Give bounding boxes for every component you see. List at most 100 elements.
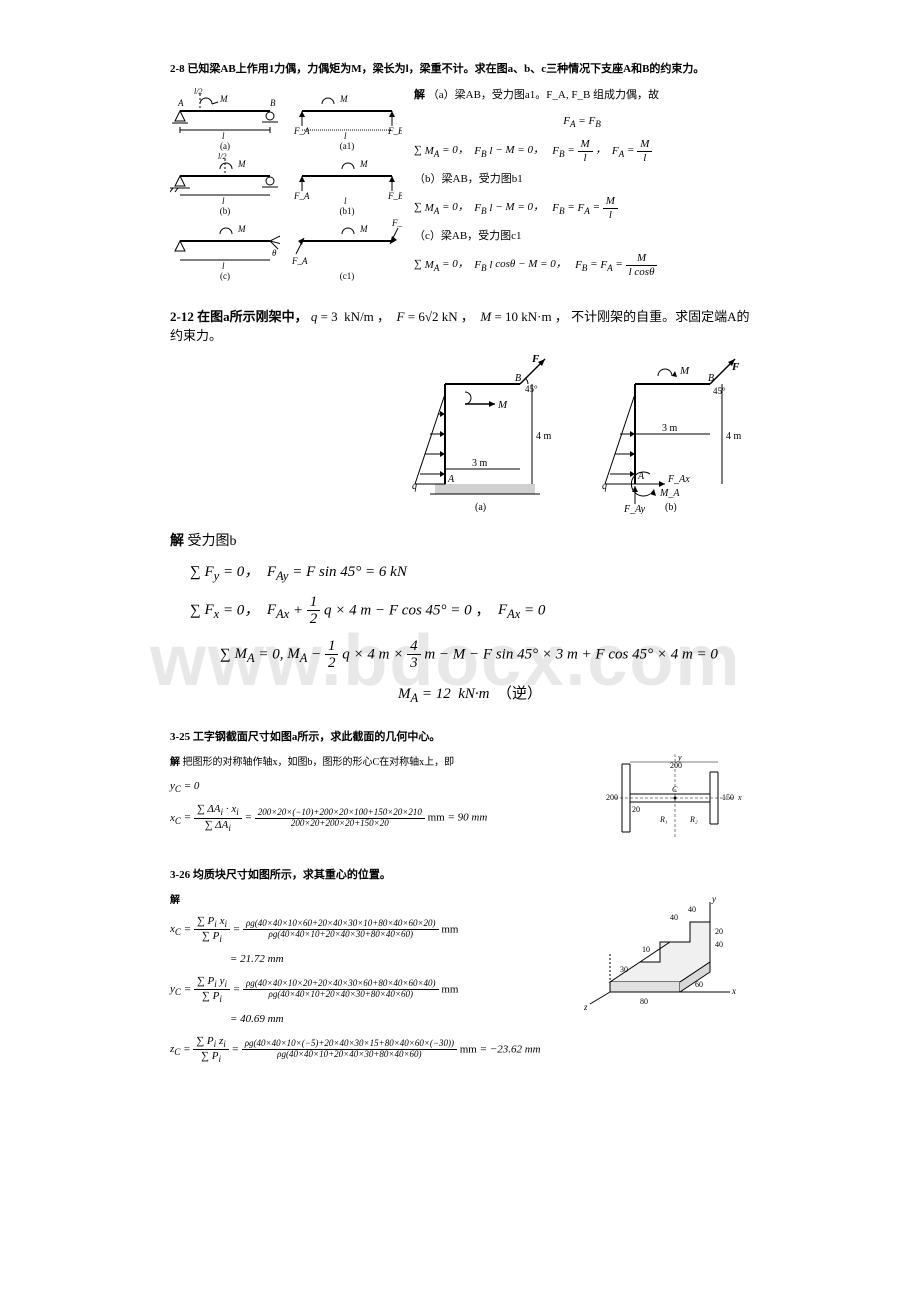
beam-b1-icon: F_A F_B M l [292,151,402,206]
svg-text:M: M [497,399,508,411]
beam-a-icon: M A B l/2 l [170,86,280,141]
eq-fx: ∑ Fx = 0， FAx + 12 q × 4 m − F cos 45° =… [190,594,750,628]
svg-text:B: B [708,373,714,384]
svg-text:F_A: F_A [293,191,310,201]
label-b1: (b1) [292,206,402,216]
eq-result: MA = 12 kN·m （逆） [190,682,750,706]
sol-head: 受力图b [188,534,237,549]
beam-c-icon: θ M l [170,216,280,271]
svg-text:F_B: F_B [391,218,402,228]
svg-text:(b): (b) [665,502,677,513]
svg-text:l: l [222,131,225,141]
svg-text:z: z [583,1002,588,1012]
p325-solution: 解 把图形的对称轴作轴x，如图b，图形的形心C在对称轴x上，即 yC = 0 x… [170,754,588,839]
svg-text:10: 10 [642,945,650,954]
svg-text:60: 60 [695,980,703,989]
eq-a1: FA = FB [414,112,750,133]
eq-b: ∑ MA = 0， FB l − M = 0， FB = FA = Ml [414,195,750,220]
svg-text:l: l [344,196,347,206]
svg-text:M: M [339,94,348,104]
problem-3-26: 3-26 均质块尺寸如图所示，求其重心的位置。 解 xC = ∑ Pi xi∑ … [170,866,750,1071]
svg-text:M: M [359,159,368,169]
p28-solution: 解 （a）梁AB，受力图a1。F_A, F_B 组成力偶，故 FA = FB ∑… [414,86,750,284]
problem-2-12: 2-12 在图a所示刚架中， q = 3 kN/m ， F = 6√2 kN ，… [170,306,750,706]
svg-text:x: x [737,793,742,802]
svg-text:20: 20 [715,927,723,936]
svg-text:q: q [602,481,607,492]
sol-label: 解 [170,892,568,909]
svg-text:l: l [222,261,225,271]
svg-text:M: M [359,224,368,234]
svg-text:M: M [237,224,246,234]
svg-text:l: l [222,196,225,206]
sol-b-text: （b）梁AB，受力图b1 [414,170,750,190]
eq-zc: zC = ∑ Pi zi∑ Pi = ρg(40×40×10×(−5)+20×4… [170,1035,568,1065]
svg-text:F: F [531,354,540,365]
eq-xc: xC = ∑ Pi xi∑ Pi = ρg(40×40×10×60+20×40×… [170,915,568,945]
svg-text:20: 20 [632,805,640,814]
svg-text:4 m: 4 m [536,431,552,442]
svg-text:F_B: F_B [387,191,402,201]
svg-text:A: A [177,98,184,108]
svg-text:4 m: 4 m [726,431,742,442]
xc-num: ρg(40×40×10×60+20×40×30×10+80×40×60×20) [246,918,436,928]
svg-text:M: M [679,365,690,377]
svg-text:3 m: 3 m [472,458,488,469]
svg-text:F_Ax: F_Ax [667,474,690,485]
svg-text:200: 200 [606,793,618,802]
yc-num: ρg(40×40×10×20+20×40×30×60+80×40×60×40) [246,978,436,988]
svg-text:30: 30 [620,965,628,974]
svg-text:l: l [344,131,347,141]
svg-text:y: y [677,754,682,762]
p326-title: 3-26 均质块尺寸如图所示，求其重心的位置。 [170,866,750,882]
svg-text:M: M [237,159,246,169]
xc-den: 200×20+200×20+150×20 [291,818,389,828]
xc-num: 200×20×(−10)+200×20×100+150×20×210 [258,807,422,817]
svg-text:l/2: l/2 [194,87,202,96]
eq-ma: ∑ MA = 0, MA − 12 q × 4 m × 43 m − M − F… [220,638,750,672]
svg-text:R₂: R₂ [689,815,698,824]
svg-text:40: 40 [670,913,678,922]
sol-c-text: （c）梁AB，受力图c1 [414,227,750,247]
p28-left-figs: M A B l/2 l (a) M l/2 [170,86,280,281]
problem-3-25: 3-25 工字钢截面尺寸如图a所示，求此截面的几何中心。 解 把图形的对称轴作轴… [170,728,750,844]
svg-text:40: 40 [688,905,696,914]
yc-result: = 40.69 mm [230,1010,568,1029]
eq-a2: ∑ MA = 0， FB l − M = 0， FB = Ml ， FA = M… [414,138,750,163]
eq-xc: xC = ∑ ΔAi · xi∑ ΔAi = 200×20×(−10)+200×… [170,803,588,833]
zc-num: ρg(40×40×10×(−5)+20×40×30×15+80×40×60×(−… [245,1038,454,1048]
frame-b-icon: q F 45° M B A F_Ax F_Ay M_A 3 m 4 m (b) [580,354,750,514]
svg-text:B: B [515,373,521,384]
eq-fy: ∑ Fy = 0， FAy = F sin 45° = 6 kN [190,560,750,584]
frame-a-icon: q F 45° M B A 3 m 4 m (a) [390,354,560,514]
yc-den: ρg(40×40×10+20×40×30+80×40×60) [269,989,413,999]
p212-figs: q F 45° M B A 3 m 4 m (a) [170,354,750,514]
p326-solution: 解 xC = ∑ Pi xi∑ Pi = ρg(40×40×10×60+20×4… [170,892,568,1071]
label-b: (b) [170,206,280,216]
label-a: (a) [170,141,280,151]
svg-text:θ: θ [272,248,277,258]
eq-yc: yC = 0 [170,777,588,798]
eq-yc: yC = ∑ Pi yi∑ Pi = ρg(40×40×10×20+20×40×… [170,975,568,1005]
svg-text:(a): (a) [475,502,486,513]
p325-text: 把图形的对称轴作轴x，如图b，图形的形心C在对称轴x上，即 [183,757,455,768]
svg-text:40: 40 [715,940,723,949]
p28-mid-figs: F_A F_B M l (a1) F_A F_B M l (b1) [292,86,402,281]
svg-text:45°: 45° [713,386,726,396]
xc-result: = 90 mm [447,812,487,824]
svg-text:M: M [219,94,228,104]
p212-prefix: 2-12 在图a所示刚架中， [170,309,308,324]
svg-text:y: y [711,894,716,904]
svg-text:F_B: F_B [387,126,402,136]
label-a1: (a1) [292,141,402,151]
svg-text:A: A [447,474,455,485]
xc-result: = 21.72 mm [230,950,568,969]
p212-solution: 解 受力图b ∑ Fy = 0， FAy = F sin 45° = 6 kN … [170,530,750,706]
problem-2-8: 2-8 已知梁AB上作用1力偶，力偶矩为M，梁长为l，梁重不计。求在图a、b、c… [170,60,750,284]
label-c1: (c1) [292,271,402,281]
page-content: 2-8 已知梁AB上作用1力偶，力偶矩为M，梁长为l，梁重不计。求在图a、b、c… [170,60,750,1071]
zc-result: = −23.62 mm [480,1043,541,1055]
svg-text:q: q [412,481,417,492]
sol-label: 解 [414,89,425,101]
svg-text:M_A: M_A [659,488,680,499]
